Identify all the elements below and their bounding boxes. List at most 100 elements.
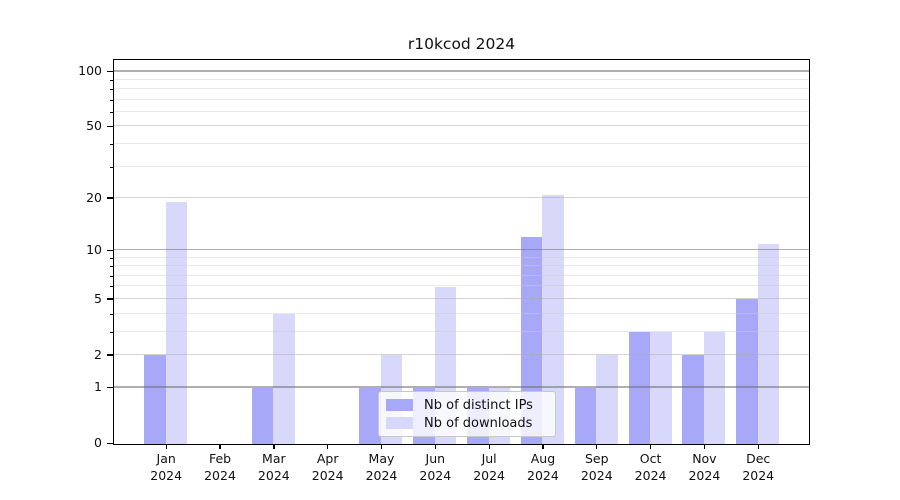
year-label: 2024 <box>580 467 613 483</box>
y-minor-tick-mark-30 <box>110 166 114 168</box>
minor-gridline-60 <box>114 111 810 113</box>
legend-label-downloads: Nb of downloads <box>424 415 533 431</box>
y-tick-label-100: 100 <box>78 63 102 79</box>
x-tick-label-jun: Jun 2024 <box>400 451 470 484</box>
gridline-2 <box>114 353 810 355</box>
x-tick-label-may: May 2024 <box>346 451 416 484</box>
legend-row-downloads: Nb of downloads <box>386 416 549 431</box>
y-minor-tick-mark-70 <box>110 99 114 101</box>
year-label: 2024 <box>419 467 452 483</box>
year-label: 2024 <box>204 467 236 483</box>
x-tick-mark-oct <box>649 444 652 449</box>
y-minor-tick-mark-40 <box>110 144 114 146</box>
y-tick-label-50: 50 <box>86 118 102 134</box>
y-tick-label-20: 20 <box>86 189 102 205</box>
gridline-10 <box>114 249 810 251</box>
legend-label-distinct-ips: Nb of distinct IPs <box>424 397 533 413</box>
bar-sep-distinct-ips <box>574 387 597 444</box>
x-tick-label-dec: Dec 2024 <box>723 451 793 484</box>
bar-mar-downloads <box>273 314 295 444</box>
minor-gridline-8 <box>114 265 810 267</box>
y-tick-mark-100 <box>107 70 114 73</box>
bar-jan-downloads <box>165 202 188 444</box>
y-minor-tick-mark-90 <box>110 79 114 81</box>
x-tick-mark-jun <box>434 444 436 449</box>
bar-dec-distinct-ips <box>736 299 758 444</box>
month-label: Feb <box>208 451 232 466</box>
year-label: 2024 <box>473 467 506 483</box>
month-label: Jul <box>481 451 497 466</box>
y-minor-tick-mark-7 <box>110 275 114 277</box>
minor-gridline-70 <box>114 98 810 100</box>
bar-nov-distinct-ips <box>682 355 704 444</box>
x-tick-mark-aug <box>542 444 544 449</box>
bar-oct-distinct-ips <box>628 332 651 444</box>
year-label: 2024 <box>365 467 398 483</box>
gridline-5 <box>114 297 810 299</box>
y-tick-mark-10 <box>107 249 114 251</box>
x-tick-label-apr: Apr 2024 <box>293 451 363 484</box>
month-label: Jan <box>156 451 176 466</box>
x-tick-mark-apr <box>327 444 329 449</box>
plot-area <box>113 58 811 445</box>
legend-row-distinct-ips: Nb of distinct IPs <box>386 398 549 413</box>
y-minor-tick-mark-9 <box>110 257 114 259</box>
x-tick-mark-mar <box>273 444 275 449</box>
x-tick-mark-nov <box>703 444 706 449</box>
month-label: May <box>368 451 395 466</box>
y-tick-label-5: 5 <box>94 290 102 306</box>
year-label: 2024 <box>742 467 775 483</box>
x-tick-label-jul: Jul 2024 <box>454 451 524 484</box>
gridline-50 <box>114 125 810 127</box>
year-label: 2024 <box>688 467 721 483</box>
y-tick-mark-50 <box>107 125 114 128</box>
x-tick-mark-jan <box>165 444 167 449</box>
month-label: Sep <box>584 451 609 466</box>
minor-gridline-30 <box>114 165 810 167</box>
gridline-20 <box>114 196 810 198</box>
x-tick-label-aug: Aug 2024 <box>508 451 578 484</box>
y-tick-mark-0 <box>107 442 114 445</box>
year-label: 2024 <box>257 467 290 483</box>
minor-gridline-4 <box>114 312 810 314</box>
x-tick-mark-feb <box>219 444 221 449</box>
chart-title: r10kcod 2024 <box>407 35 516 53</box>
minor-gridline-6 <box>114 285 810 287</box>
y-tick-mark-20 <box>107 197 114 199</box>
gridline-100 <box>114 70 810 72</box>
y-minor-tick-mark-6 <box>110 286 114 288</box>
month-label: Jun <box>425 451 446 466</box>
year-label: 2024 <box>150 467 183 483</box>
minor-gridline-80 <box>114 88 810 90</box>
x-tick-mark-jul <box>488 444 490 449</box>
month-label: Apr <box>316 451 339 466</box>
x-tick-mark-dec <box>757 444 759 449</box>
month-label: Nov <box>692 451 717 466</box>
bar-oct-downloads <box>650 332 672 444</box>
bar-aug-downloads <box>542 194 564 444</box>
minor-gridline-9 <box>114 256 810 258</box>
minor-gridline-90 <box>114 78 810 80</box>
bar-sep-downloads <box>596 355 618 444</box>
y-tick-mark-1 <box>107 386 114 389</box>
x-tick-mark-may <box>380 444 383 449</box>
bar-mar-distinct-ips <box>251 387 274 444</box>
x-tick-label-jan: Jan 2024 <box>131 451 201 484</box>
year-label: 2024 <box>311 467 344 483</box>
downloads-swatch <box>386 417 413 429</box>
month-label: Oct <box>639 451 662 466</box>
x-tick-label-mar: Mar 2024 <box>239 451 309 484</box>
y-minor-tick-mark-8 <box>110 266 114 268</box>
month-label: Dec <box>746 451 771 466</box>
y-minor-tick-mark-3 <box>110 331 114 333</box>
y-tick-label-2: 2 <box>94 346 102 362</box>
y-minor-tick-mark-60 <box>110 112 114 114</box>
y-tick-label-10: 10 <box>86 242 102 258</box>
year-label: 2024 <box>634 467 667 483</box>
month-label: Mar <box>262 451 286 466</box>
y-tick-mark-5 <box>107 298 114 300</box>
gridline-1 <box>114 386 810 388</box>
y-tick-label-0: 0 <box>94 435 102 451</box>
y-minor-tick-mark-80 <box>110 89 114 91</box>
